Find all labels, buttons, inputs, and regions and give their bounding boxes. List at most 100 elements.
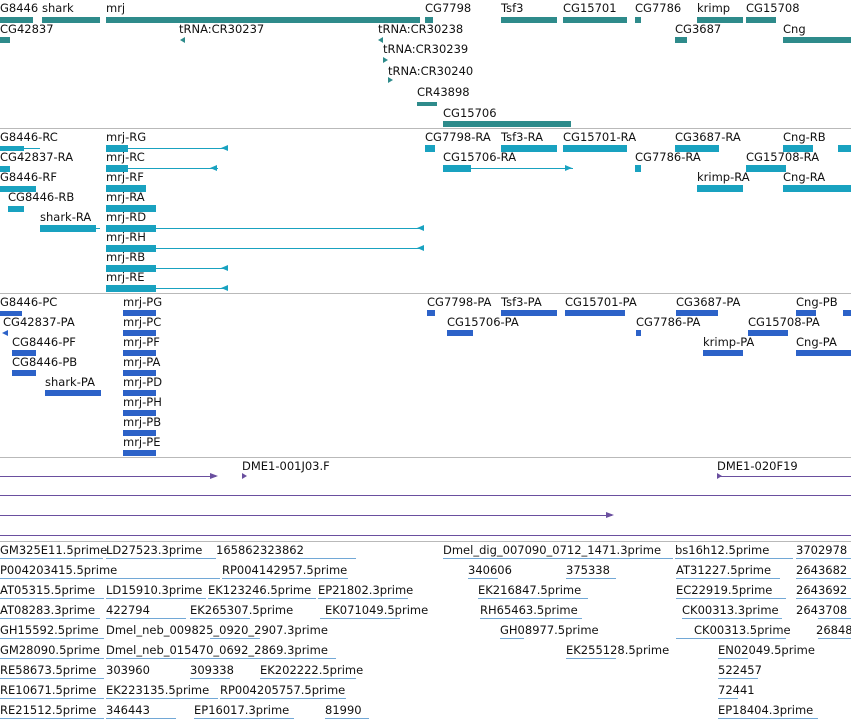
transcript-exon[interactable]	[106, 145, 128, 152]
est-bar[interactable]	[818, 638, 851, 639]
est-bar[interactable]	[818, 618, 851, 619]
transcript-exon[interactable]	[635, 165, 641, 172]
transcript-end[interactable]	[221, 285, 228, 291]
clone-line[interactable]	[0, 535, 851, 536]
est-bar[interactable]	[106, 658, 336, 659]
gene-glyph[interactable]	[106, 17, 420, 23]
transcript-exon[interactable]	[40, 225, 96, 232]
transcript-exon[interactable]	[106, 245, 156, 252]
transcript-exon[interactable]	[675, 145, 719, 152]
protein-glyph[interactable]	[123, 390, 156, 396]
transcript-exon[interactable]	[106, 205, 156, 212]
transcript-end[interactable]	[210, 165, 217, 171]
transcript-exon[interactable]	[563, 145, 627, 152]
est-bar[interactable]	[718, 658, 748, 659]
clone-line[interactable]	[0, 515, 612, 516]
protein-glyph[interactable]	[796, 350, 851, 356]
gene-glyph[interactable]	[417, 102, 437, 106]
est-bar[interactable]	[0, 558, 103, 559]
clone-line[interactable]	[0, 476, 216, 477]
protein-glyph[interactable]	[123, 330, 156, 336]
est-bar[interactable]	[106, 718, 176, 719]
est-bar[interactable]	[796, 578, 851, 579]
clone-end[interactable]	[242, 473, 247, 479]
est-bar[interactable]	[478, 598, 588, 599]
est-bar[interactable]	[190, 618, 250, 619]
est-bar[interactable]	[796, 598, 851, 599]
gene-glyph[interactable]	[425, 17, 433, 23]
est-bar[interactable]	[675, 558, 793, 559]
transcript-exon[interactable]	[0, 166, 10, 172]
est-bar[interactable]	[0, 598, 104, 599]
est-bar[interactable]	[208, 598, 316, 599]
protein-glyph[interactable]	[0, 311, 22, 316]
est-bar[interactable]	[0, 698, 104, 699]
trna-arrow[interactable]	[388, 77, 393, 83]
est-bar[interactable]	[260, 678, 356, 679]
transcript-exon[interactable]	[783, 145, 813, 152]
gene-glyph[interactable]	[635, 17, 641, 23]
protein-glyph[interactable]	[123, 350, 156, 356]
gene-glyph[interactable]	[0, 37, 10, 43]
est-bar[interactable]	[222, 578, 348, 579]
transcript-exon[interactable]	[425, 145, 435, 152]
protein-glyph[interactable]	[123, 450, 156, 456]
gene-glyph[interactable]	[675, 37, 687, 43]
gene-glyph[interactable]	[42, 17, 100, 23]
est-bar[interactable]	[260, 558, 356, 559]
est-bar[interactable]	[676, 638, 786, 639]
est-bar[interactable]	[106, 618, 186, 619]
est-bar[interactable]	[318, 598, 408, 599]
est-bar[interactable]	[0, 718, 104, 719]
transcript-end[interactable]	[565, 165, 572, 171]
est-bar[interactable]	[468, 578, 498, 579]
transcript-exon[interactable]	[106, 225, 156, 232]
protein-glyph[interactable]	[45, 390, 101, 396]
est-bar[interactable]	[0, 618, 100, 619]
gene-glyph[interactable]	[0, 17, 33, 23]
est-bar[interactable]	[566, 658, 616, 659]
protein-glyph[interactable]	[123, 310, 156, 316]
est-bar[interactable]	[0, 658, 104, 659]
est-bar[interactable]	[500, 638, 524, 639]
est-bar[interactable]	[566, 578, 616, 579]
est-bar[interactable]	[676, 578, 780, 579]
transcript-end[interactable]	[417, 245, 424, 251]
protein-glyph[interactable]	[123, 370, 156, 376]
protein-glyph[interactable]	[703, 350, 743, 356]
protein-glyph[interactable]	[676, 310, 718, 316]
protein-glyph[interactable]	[12, 370, 36, 376]
transcript-exon[interactable]	[783, 185, 851, 192]
transcript-exon[interactable]	[443, 165, 471, 172]
transcript-exon[interactable]	[746, 165, 786, 172]
trna-arrow[interactable]	[378, 37, 383, 43]
clone-line[interactable]	[718, 476, 851, 477]
transcript-exon[interactable]	[8, 206, 24, 212]
est-bar[interactable]	[443, 558, 673, 559]
est-bar[interactable]	[106, 698, 218, 699]
est-bar[interactable]	[796, 558, 851, 559]
transcript-end[interactable]	[417, 225, 424, 231]
est-bar[interactable]	[325, 718, 369, 719]
est-bar[interactable]	[194, 718, 294, 719]
protein-glyph[interactable]	[748, 330, 788, 336]
est-bar[interactable]	[0, 678, 104, 679]
est-bar[interactable]	[0, 638, 104, 639]
transcript-exon[interactable]	[106, 265, 156, 272]
transcript-end[interactable]	[221, 145, 228, 151]
clone-line[interactable]	[0, 495, 851, 496]
protein-glyph[interactable]	[12, 350, 36, 356]
est-bar[interactable]	[718, 718, 818, 719]
protein-glyph[interactable]	[636, 330, 641, 336]
clone-end[interactable]	[606, 512, 614, 518]
protein-glyph[interactable]	[565, 310, 625, 316]
gene-glyph[interactable]	[501, 17, 557, 23]
est-bar[interactable]	[220, 698, 346, 699]
est-bar[interactable]	[106, 598, 206, 599]
est-bar[interactable]	[682, 618, 782, 619]
est-bar[interactable]	[718, 698, 738, 699]
transcript-exon[interactable]	[838, 145, 851, 152]
est-bar[interactable]	[0, 578, 220, 579]
trna-arrow[interactable]	[180, 37, 185, 43]
transcript-exon[interactable]	[106, 185, 146, 192]
